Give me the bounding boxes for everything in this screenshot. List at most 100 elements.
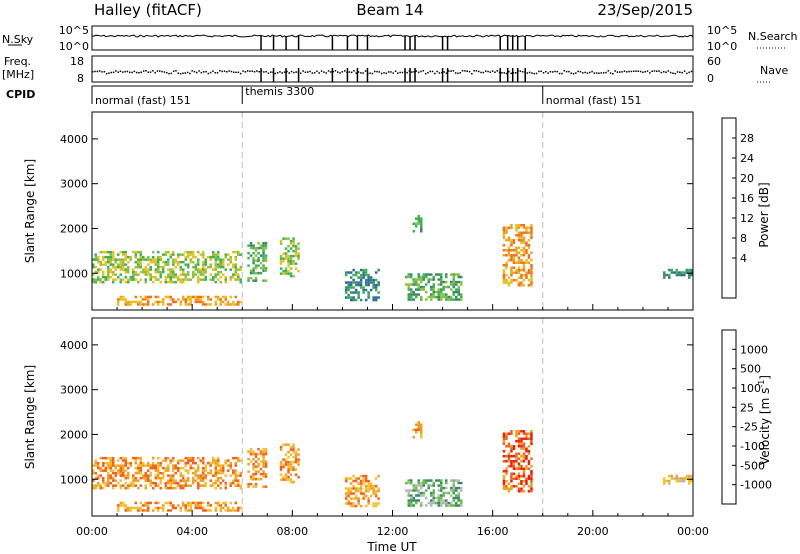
vel-cell (97, 484, 100, 487)
power-cell (437, 295, 440, 299)
power-cell (530, 264, 533, 267)
vel-cell (420, 491, 423, 495)
vel-cell (422, 494, 425, 497)
power-cell (219, 258, 222, 261)
freq-point (117, 71, 119, 73)
vel-cell (204, 464, 207, 467)
freq-point (313, 72, 316, 74)
power-cell (670, 271, 673, 274)
power-cell (139, 303, 142, 306)
power-cell (440, 295, 443, 299)
power-cell (264, 241, 268, 245)
vel-cell (132, 484, 135, 487)
power-cell (289, 257, 293, 260)
power-cell (522, 236, 526, 239)
power-cell (457, 298, 460, 301)
vel-cell (460, 489, 463, 492)
freq-point (112, 71, 115, 74)
vel-cell (525, 465, 528, 468)
vel-cell (440, 489, 443, 492)
power-cell (287, 244, 290, 248)
power-cell (177, 255, 180, 259)
power-cell (202, 273, 205, 276)
power-cell (294, 247, 298, 250)
vel-cbar-tick-label: 1000 (740, 343, 768, 356)
vel-cell (217, 459, 220, 462)
vel-cell (144, 474, 147, 477)
power-cell (172, 298, 175, 301)
vel-cell (447, 491, 450, 495)
vel-cell (515, 452, 518, 455)
power-cell (520, 276, 523, 279)
power-cell (172, 268, 175, 271)
power-cell (232, 273, 235, 276)
vel-cell (182, 504, 185, 507)
power-cell (232, 300, 235, 304)
power-cell (502, 244, 506, 247)
power-cbar-tick-label: 16 (740, 192, 754, 205)
vel-cell (122, 484, 125, 487)
power-cell (104, 255, 107, 259)
vel-cell (234, 474, 237, 477)
power-cell (169, 255, 172, 259)
power-cell (147, 258, 150, 261)
power-cell (109, 250, 112, 254)
power-cell (202, 268, 205, 271)
freq-point (658, 70, 660, 72)
power-cell (252, 271, 255, 275)
vel-cell (184, 479, 187, 482)
power-cell (152, 255, 155, 259)
vel-cell (417, 426, 420, 429)
freq-tick-top: 18 (70, 55, 84, 68)
xtick-label: 00:00 (677, 525, 709, 538)
power-cell (279, 254, 283, 258)
vel-cell (164, 501, 167, 505)
power-cell (259, 254, 263, 257)
power-cell (202, 260, 205, 264)
power-cell (147, 273, 150, 276)
power-cell (187, 270, 190, 274)
power-cell (107, 255, 110, 259)
power-cell (510, 244, 513, 247)
power-cell (417, 288, 420, 291)
vel-cell (237, 509, 240, 512)
vel-cell (127, 476, 130, 480)
power-cell (294, 252, 298, 255)
power-cell (284, 254, 288, 258)
vel-cell (119, 479, 122, 482)
vel-cell (132, 456, 135, 460)
power-cell (525, 276, 528, 279)
power-cell (199, 300, 202, 304)
power-cell (407, 275, 410, 279)
vel-cell (139, 509, 142, 512)
power-gridlines (241, 112, 544, 310)
power-cell (264, 246, 268, 250)
vel-cell (117, 464, 120, 467)
power-ytick-label: 2000 (60, 222, 88, 235)
vel-cell (525, 455, 528, 458)
freq-point (679, 71, 681, 73)
vel-cell (430, 479, 433, 482)
power-cell (457, 290, 460, 294)
vel-cell (292, 468, 295, 471)
power-cell (432, 283, 435, 286)
power-cell (510, 281, 513, 284)
power-cell (94, 280, 97, 284)
date-title: 23/Sep/2015 (597, 1, 693, 19)
vel-cell (690, 479, 693, 483)
vel-cell (502, 487, 506, 490)
freq-point (616, 71, 619, 73)
power-cell (678, 273, 681, 277)
freq-point (475, 70, 478, 72)
vel-cell (209, 479, 212, 482)
vel-cell (187, 484, 190, 487)
power-cell (675, 273, 678, 277)
vel-cell (184, 464, 187, 467)
power-cell (227, 253, 230, 256)
vel-cell (287, 465, 290, 469)
power-cell (502, 229, 506, 232)
vel-cell (154, 506, 157, 510)
vel-cell (452, 499, 455, 502)
vel-cell (407, 479, 410, 482)
vel-cell (109, 481, 112, 485)
